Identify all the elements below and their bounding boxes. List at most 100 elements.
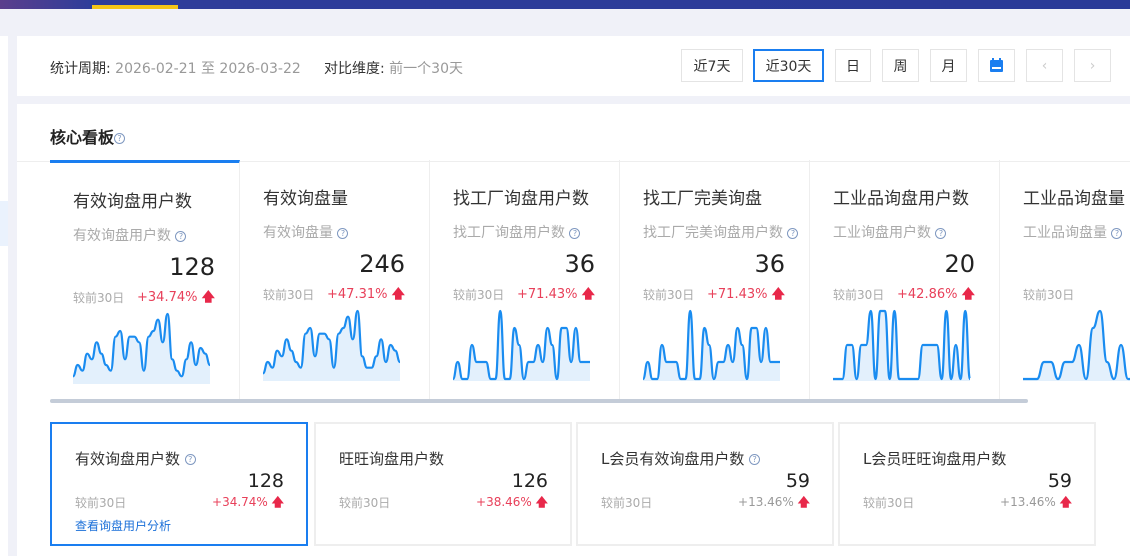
compare-label: 较前30日 <box>73 291 125 305</box>
compare-label: 较前30日 <box>339 496 391 510</box>
month-button[interactable]: 月 <box>930 49 967 82</box>
card-title: L会员旺旺询盘用户数 <box>863 450 1007 468</box>
compare-label: 较前30日 <box>1023 288 1075 302</box>
metric-card[interactable]: 有效询盘用户数 ? 128 较前30日 +34.74% 🡅 查看询盘用户分析 <box>50 422 308 546</box>
tab-subtitle: 工业询盘用户数 ? <box>833 222 947 242</box>
metric-value: 36 <box>754 250 785 278</box>
compare: 对比维度: 前一个30天 <box>324 61 463 77</box>
compare-label: 较前30日 <box>833 288 885 302</box>
metric-value: 36 <box>564 250 595 278</box>
help-icon[interactable]: ? <box>184 454 196 465</box>
tab-title: 工业品询盘量 <box>1023 189 1125 209</box>
sparkline-line <box>643 309 780 381</box>
period: 统计周期: 2026-02-21 至 2026-03-22 <box>50 61 301 77</box>
metric-value: 246 <box>359 250 405 278</box>
sparkline <box>263 309 401 381</box>
view-inquiry-analysis-link[interactable]: 查看询盘用户分析 <box>75 519 172 533</box>
help-icon[interactable]: ? <box>569 227 581 239</box>
card-value: 128 <box>247 470 284 492</box>
sparkline-line <box>263 309 401 375</box>
metric-card[interactable]: L会员旺旺询盘用户数 59 较前30日 +13.46% 🡅 <box>838 422 1096 546</box>
metric-card[interactable]: 旺旺询盘用户数 126 较前30日 +38.46% 🡅 <box>314 422 572 546</box>
sidebar <box>0 36 8 556</box>
metric-tab[interactable]: 有效询盘量 有效询盘量 ? 246 较前30日 +47.31% 🡅 <box>240 160 430 400</box>
arrow-up-icon: 🡅 <box>391 287 405 302</box>
calendar-button[interactable] <box>978 49 1015 82</box>
arrow-up-icon: 🡅 <box>201 290 215 305</box>
next-button[interactable]: › <box>1074 49 1111 82</box>
top-nav-bar <box>0 0 1130 9</box>
help-icon[interactable]: ? <box>749 454 761 465</box>
last-7-days-button[interactable]: 近7天 <box>681 49 743 82</box>
sparkline <box>833 309 972 381</box>
sparkline-line <box>73 312 211 378</box>
card-title: 旺旺询盘用户数 <box>339 450 445 468</box>
change-percent: +42.86% 🡅 <box>897 287 975 302</box>
help-icon[interactable]: ? <box>175 230 187 242</box>
metric-tab[interactable]: 找工厂询盘用户数 找工厂询盘用户数 ? 36 较前30日 +71.43% 🡅 <box>430 160 620 400</box>
sparkline-line <box>833 309 972 381</box>
core-dashboard: 核心看板? 有效询盘用户数 有效询盘用户数 ? 128 较前30日 +34.74… <box>17 104 1130 556</box>
tab-title: 工业品询盘用户数 <box>833 189 969 209</box>
help-icon[interactable]: ? <box>1111 227 1123 239</box>
metric-tabs: 有效询盘用户数 有效询盘用户数 ? 128 较前30日 +34.74% 🡅 有效询… <box>50 160 1130 400</box>
change-percent: +13.46% 🡅 <box>738 495 810 509</box>
tab-subtitle: 找工厂完美询盘用户数 ? <box>643 222 799 242</box>
change-percent: +71.43% 🡅 <box>707 287 785 302</box>
help-icon[interactable]: ? <box>935 227 947 239</box>
horizontal-scrollbar[interactable] <box>50 399 1028 403</box>
sparkline <box>1023 309 1130 381</box>
compare-label: 较前30日 <box>453 288 505 302</box>
week-button[interactable]: 周 <box>882 49 919 82</box>
arrow-up-icon: 🡅 <box>271 495 284 509</box>
metric-value: 20 <box>944 250 975 278</box>
tab-title: 找工厂询盘用户数 <box>453 189 589 209</box>
divider <box>17 161 1130 162</box>
arrow-up-icon: 🡅 <box>771 287 785 302</box>
tab-title: 有效询盘用户数 <box>73 192 192 212</box>
metric-tab[interactable]: 工业品询盘用户数 工业询盘用户数 ? 20 较前30日 +42.86% 🡅 <box>810 160 1000 400</box>
card-title: 有效询盘用户数 ? <box>75 448 196 469</box>
arrow-up-icon: 🡅 <box>1059 495 1072 509</box>
compare-label: 较前30日 <box>643 288 695 302</box>
change-percent: +47.31% 🡅 <box>327 287 405 302</box>
metric-tab[interactable]: 有效询盘用户数 有效询盘用户数 ? 128 较前30日 +34.74% 🡅 <box>50 160 240 400</box>
change-percent: +38.46% 🡅 <box>476 495 548 509</box>
help-icon[interactable]: ? <box>114 133 126 144</box>
change-percent: +34.74% 🡅 <box>212 495 284 509</box>
compare-label: 较前30日 <box>263 288 315 302</box>
arrow-up-icon: 🡅 <box>797 495 810 509</box>
last-30-days-button[interactable]: 近30天 <box>753 49 824 82</box>
day-button[interactable]: 日 <box>835 49 871 82</box>
arrow-up-icon: 🡅 <box>581 287 595 302</box>
change-percent: +71.43% 🡅 <box>517 287 595 302</box>
sidebar-selected-item[interactable] <box>0 201 8 246</box>
sparkline-area <box>1023 311 1130 381</box>
arrow-up-icon: 🡅 <box>961 287 975 302</box>
card-value: 126 <box>511 470 548 492</box>
filter-bar: 统计周期: 2026-02-21 至 2026-03-22 对比维度: 前一个3… <box>17 36 1130 96</box>
calendar-icon <box>990 58 1003 72</box>
tab-subtitle: 有效询盘量 ? <box>263 222 349 242</box>
tab-title: 找工厂完美询盘 <box>643 189 762 209</box>
metric-tab[interactable]: 找工厂完美询盘 找工厂完美询盘用户数 ? 36 较前30日 +71.43% 🡅 <box>620 160 810 400</box>
metric-card[interactable]: L会员有效询盘用户数 ? 59 较前30日 +13.46% 🡅 <box>576 422 834 546</box>
tab-subtitle: 有效询盘用户数 ? <box>73 225 187 245</box>
sparkline <box>73 312 211 384</box>
sparkline-area <box>833 311 970 381</box>
change-percent: +34.74% 🡅 <box>137 290 215 305</box>
sparkline-line <box>1023 309 1130 381</box>
metric-tab[interactable]: 工业品询盘量 工业品询盘量 ? 较前30日 + 🡅 <box>1000 160 1130 400</box>
card-title: L会员有效询盘用户数 ? <box>601 448 761 469</box>
help-icon[interactable]: ? <box>337 227 349 239</box>
card-value: 59 <box>1047 470 1072 492</box>
compare-label: 较前30日 <box>863 496 915 510</box>
sparkline <box>453 309 590 381</box>
compare-label: 较前30日 <box>601 496 653 510</box>
prev-button[interactable]: ‹ <box>1026 49 1063 82</box>
change-percent: +13.46% 🡅 <box>1000 495 1072 509</box>
tab-subtitle: 工业品询盘量 ? <box>1023 222 1123 242</box>
arrow-up-icon: 🡅 <box>535 495 548 509</box>
help-icon[interactable]: ? <box>787 227 799 239</box>
card-value: 59 <box>785 470 810 492</box>
